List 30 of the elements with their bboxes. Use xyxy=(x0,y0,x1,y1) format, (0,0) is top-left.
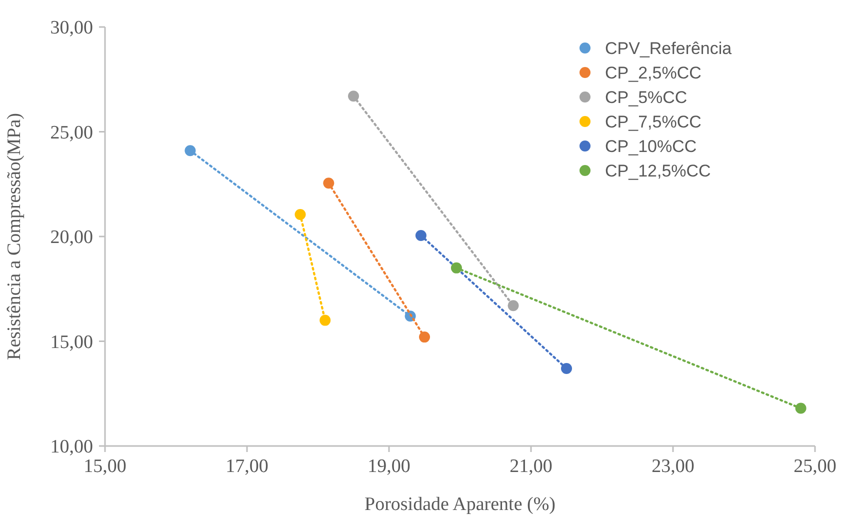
x-axis-title: Porosidade Aparente (%) xyxy=(364,494,556,515)
y-tick-label: 10,00 xyxy=(50,436,93,458)
x-tick-label: 21,00 xyxy=(510,456,552,477)
x-tick-label: 25,00 xyxy=(794,456,836,477)
legend-label: CP_5%CC xyxy=(605,88,688,107)
point xyxy=(320,314,331,326)
x-tick-label: 17,00 xyxy=(226,456,268,477)
legend-label: CP_12,5%CC xyxy=(605,161,711,180)
y-tick-label: 30,00 xyxy=(50,18,93,39)
legend-label: CP_10%CC xyxy=(605,136,697,156)
point xyxy=(323,178,334,189)
point xyxy=(348,90,359,102)
legend-label: CP_2,5%CC xyxy=(605,63,702,82)
x-tick-label: 15,00 xyxy=(84,456,126,477)
point xyxy=(419,332,430,343)
point xyxy=(415,230,426,241)
y-tick-label: 25,00 xyxy=(50,122,93,144)
point xyxy=(508,300,519,312)
y-axis-title: Resistência a Compressão(MPa) xyxy=(4,113,25,360)
point xyxy=(561,362,572,374)
y-tick-label: 15,00 xyxy=(50,332,93,353)
x-tick-label: 19,00 xyxy=(368,456,410,477)
point xyxy=(450,262,462,274)
legend-label: CPV_Referência xyxy=(605,38,732,58)
point xyxy=(184,145,196,156)
point xyxy=(795,402,806,414)
legend-label: CP_7,5%CC xyxy=(605,112,702,132)
y-tick-label: 20,00 xyxy=(50,227,93,248)
x-tick-label: 23,00 xyxy=(652,456,694,477)
point xyxy=(294,209,306,220)
